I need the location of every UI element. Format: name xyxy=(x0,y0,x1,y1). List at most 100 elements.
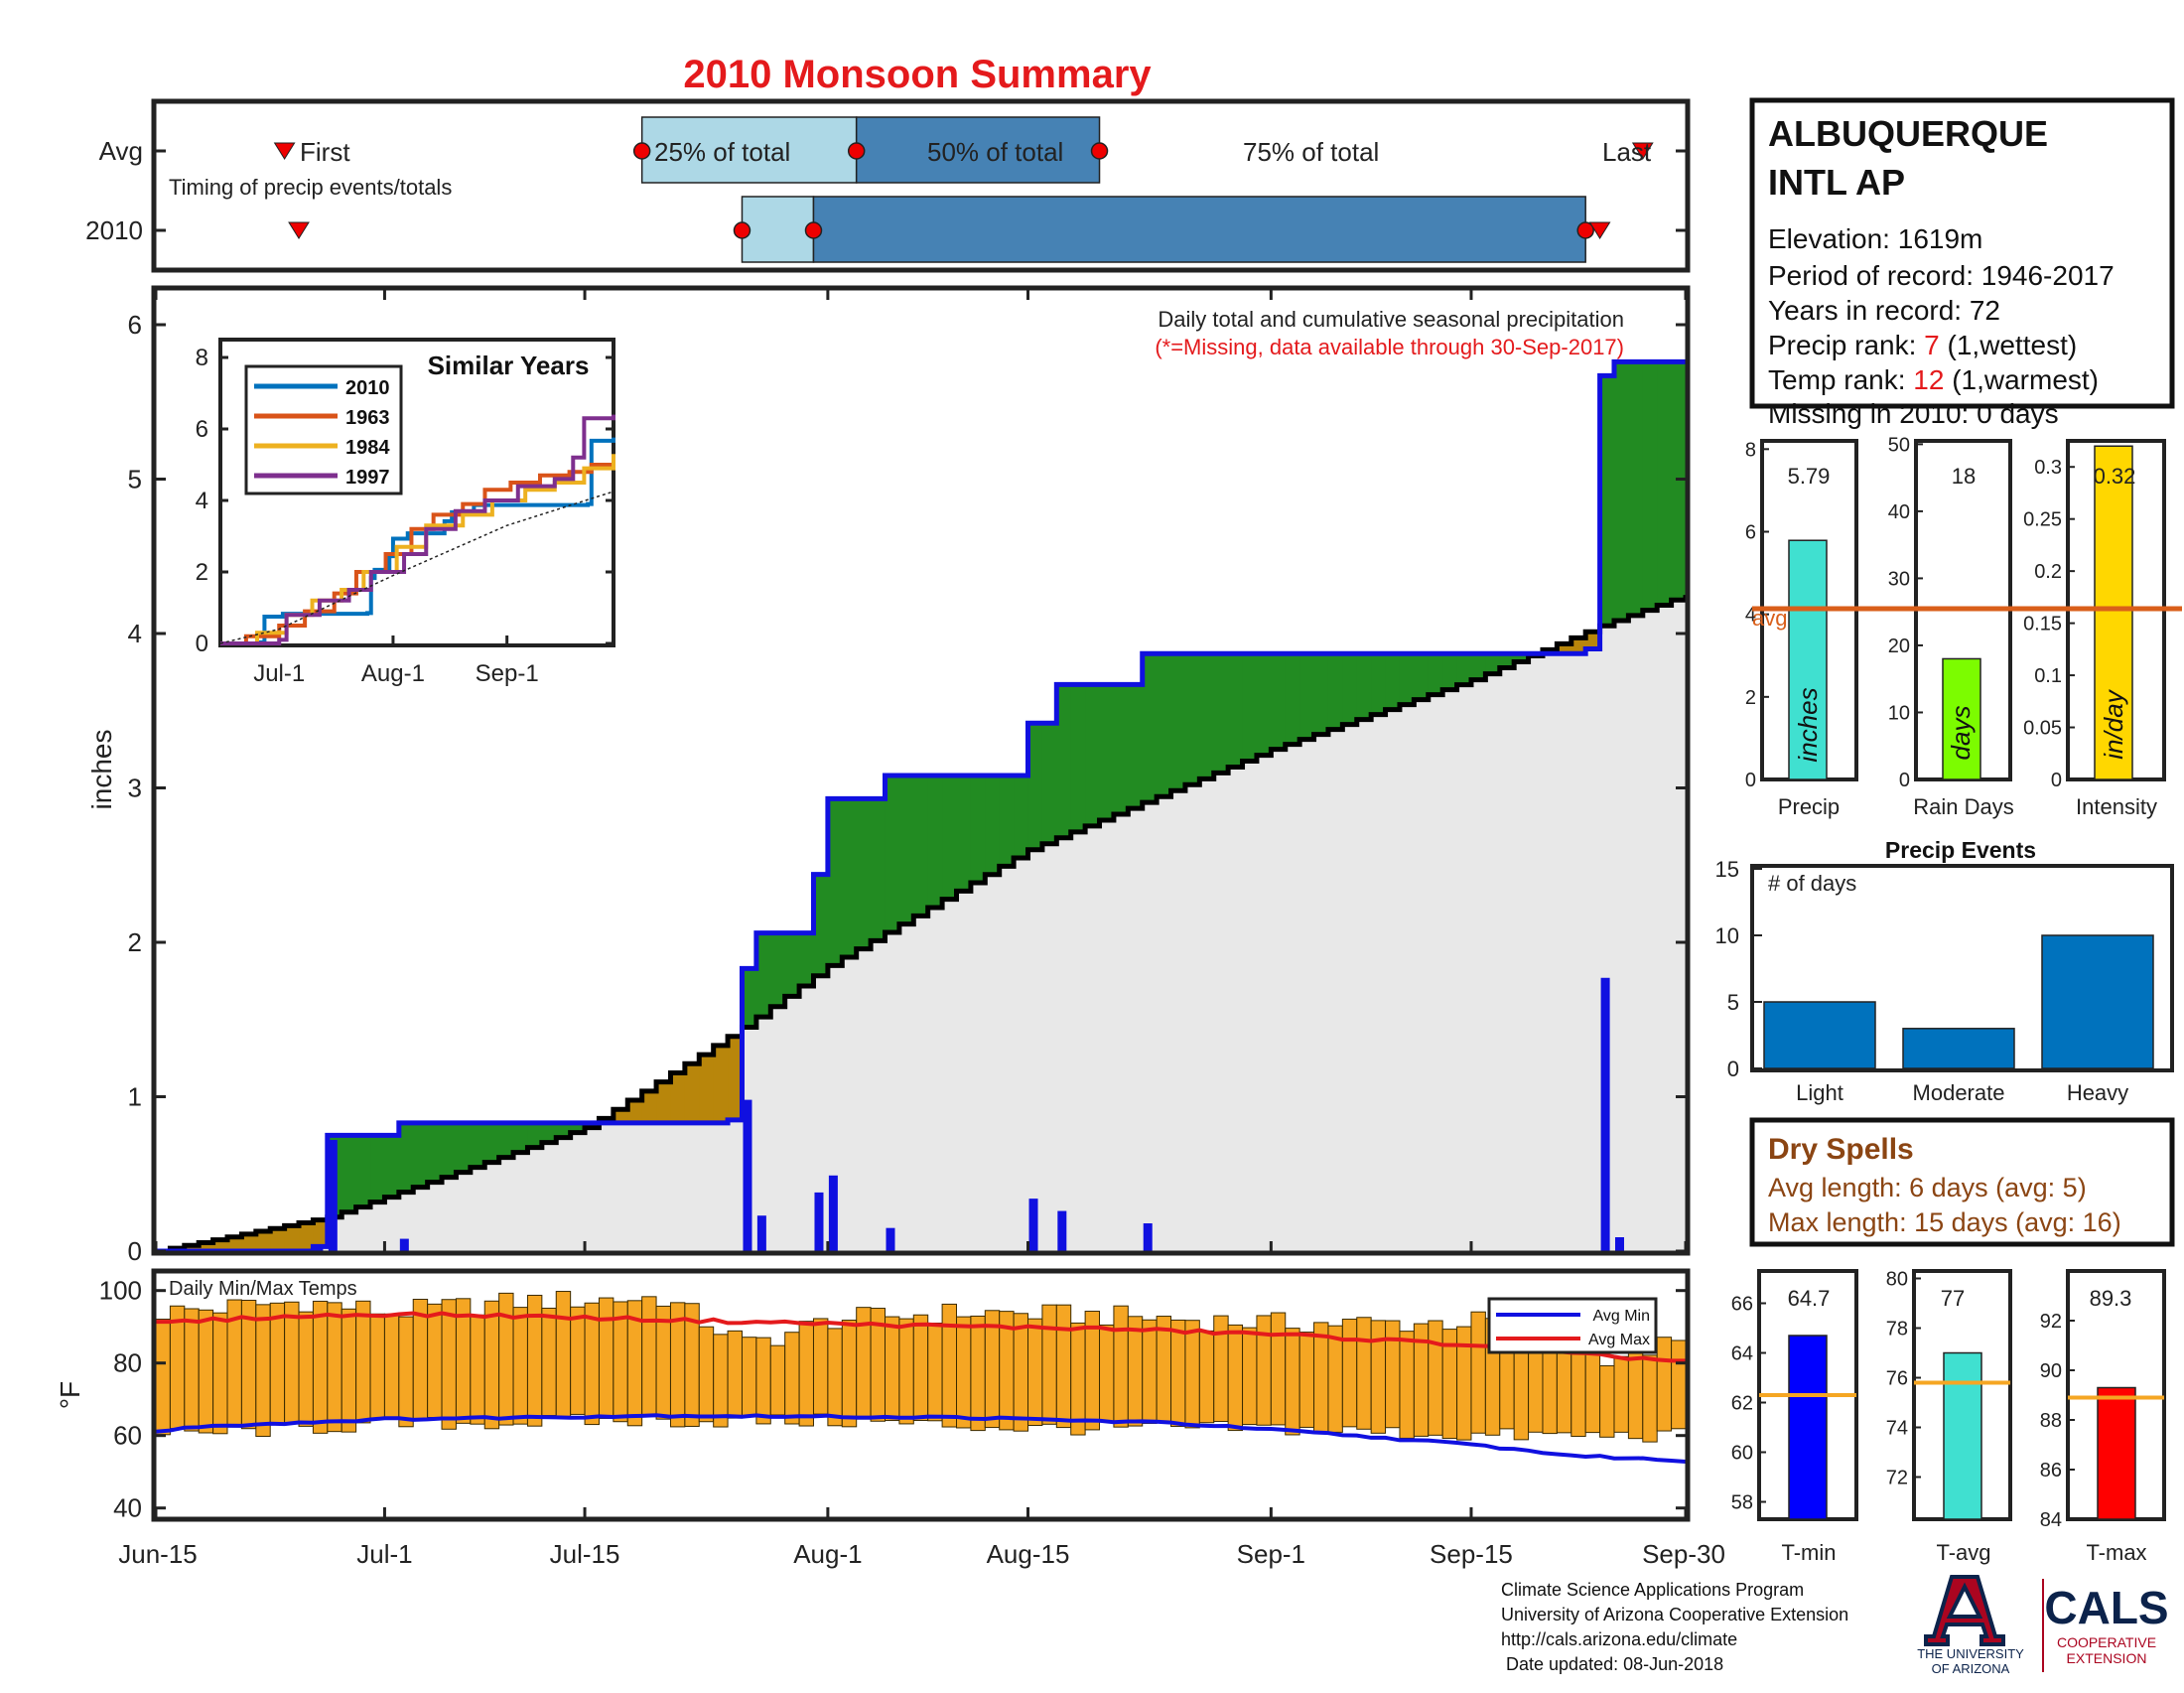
timing-triangle-icon xyxy=(1588,221,1611,239)
daily-temp-bar xyxy=(1242,1327,1258,1426)
figure-title: 2010 Monsoon Summary xyxy=(683,53,1152,96)
surplus-band xyxy=(1499,653,1515,668)
surplus-band xyxy=(927,776,943,909)
summary-ytick-label: 20 xyxy=(1888,635,1910,657)
inset-ytick-label: 8 xyxy=(196,345,208,371)
daily-temp-bar xyxy=(641,1296,657,1418)
events-ytick-label: 15 xyxy=(1715,857,1739,882)
precip-ytick-label: 1 xyxy=(128,1082,142,1112)
temp-legend-box xyxy=(1487,1297,1658,1354)
daily-temp-bar xyxy=(555,1291,572,1419)
temp-title: Daily Min/Max Temps xyxy=(169,1278,357,1300)
surplus-band xyxy=(1256,653,1272,756)
deficit-band xyxy=(713,1045,729,1123)
daily-temp-bar xyxy=(1613,1355,1629,1433)
daily-precip-bar xyxy=(314,1247,324,1251)
temp-ylabel: °F xyxy=(55,1381,85,1409)
tavg-bar-label: T-avg xyxy=(1936,1540,1990,1565)
daily-temp-bar xyxy=(1285,1328,1300,1436)
tempbar-ytick-label: 74 xyxy=(1886,1418,1908,1440)
timing-marker-dot xyxy=(804,221,823,239)
surplus-band xyxy=(556,1122,572,1138)
surplus-band xyxy=(1099,684,1115,820)
date-xtick-label: Aug-1 xyxy=(793,1539,862,1569)
daily-precip-bar xyxy=(828,1175,838,1251)
daily-temp-bar xyxy=(1671,1340,1687,1430)
timing-bar-25-50 xyxy=(640,116,858,184)
daily-temp-bar xyxy=(1055,1304,1072,1429)
inset-avg-line xyxy=(219,491,614,644)
surplus-band xyxy=(527,1122,543,1148)
summary-ytick-label: 0 xyxy=(1745,770,1756,791)
daily-temp-bar xyxy=(769,1344,786,1416)
footer-line2: University of Arizona Cooperative Extens… xyxy=(1501,1605,1848,1624)
events-ytick-label: 0 xyxy=(1727,1057,1739,1081)
station-info-box: ALBUQUERQUE INTL AP Elevation: 1619m Per… xyxy=(1749,97,2175,429)
tempbar-t-avg xyxy=(1943,1351,1982,1520)
summary-ytick-label: 0.1 xyxy=(2034,665,2062,687)
surplus-band xyxy=(1342,653,1358,725)
station-temp-rank: Temp rank: 12 (1,warmest) xyxy=(1768,364,2099,395)
surplus-band xyxy=(541,1122,557,1143)
precip-value-text: 5.79 xyxy=(1788,464,1831,489)
dry-spells-max: Max length: 15 days (avg: 16) xyxy=(1768,1207,2121,1237)
daily-temp-bar xyxy=(383,1313,400,1419)
tempbar-ytick-label: 58 xyxy=(1731,1492,1753,1514)
daily-temp-bar xyxy=(1570,1341,1586,1438)
daily-temp-bar xyxy=(1184,1320,1200,1429)
daily-precip-bar xyxy=(1028,1199,1038,1251)
daily-temp-bar xyxy=(827,1328,843,1427)
surplus-band xyxy=(427,1122,443,1183)
station-name-line2: INTL AP xyxy=(1768,162,1905,203)
cals-logo: CALS COOPERATIVE EXTENSION xyxy=(2044,1582,2168,1666)
daily-precip-bar xyxy=(1143,1223,1153,1251)
tempbar-ytick-label: 64 xyxy=(1731,1343,1753,1365)
tempbar-ytick-label: 88 xyxy=(2040,1410,2062,1432)
surplus-band xyxy=(1428,653,1443,695)
surplus-band xyxy=(1271,653,1287,750)
surplus-band xyxy=(1128,684,1144,809)
raindays-unit-text: days xyxy=(1946,706,1976,761)
surplus-band xyxy=(1671,361,1687,601)
ua-block-a-icon xyxy=(1924,1575,2005,1646)
tempbar-ytick-label: 86 xyxy=(2040,1460,2062,1481)
daily-precip-bar xyxy=(328,1140,338,1251)
surplus-band xyxy=(770,932,786,1007)
daily-temp-bar xyxy=(341,1308,357,1433)
cals-sub2: EXTENSION xyxy=(2067,1650,2147,1666)
daily-temp-bar xyxy=(970,1315,986,1432)
events-bar-light xyxy=(1763,1001,1876,1069)
tempbar-t-min xyxy=(1788,1335,1828,1520)
daily-temp-bar xyxy=(884,1316,900,1422)
surplus-band xyxy=(442,1122,458,1178)
daily-temp-bar xyxy=(1041,1304,1057,1425)
daily-temp-bar xyxy=(512,1307,528,1425)
intensity-value-text: 0.32 xyxy=(2094,464,2136,489)
daily-temp-bar xyxy=(1127,1316,1144,1427)
dry-spells-box: Dry Spells Avg length: 6 days (avg: 5) M… xyxy=(1749,1117,2175,1247)
daily-precip-bar xyxy=(743,1099,752,1251)
pct25-label: 25% of total xyxy=(654,137,790,167)
inset-ytick-label: 0 xyxy=(196,631,208,657)
tempbar-ytick-label: 66 xyxy=(1731,1294,1753,1316)
timing-marker-dot xyxy=(847,142,866,160)
surplus-band xyxy=(1399,653,1415,705)
tavg-value-text: 77 xyxy=(1941,1286,1965,1311)
daily-temp-bar xyxy=(698,1326,715,1423)
daily-temp-bar xyxy=(1470,1311,1486,1434)
events-bar-heavy xyxy=(2041,934,2154,1069)
precip-ytick-label: 5 xyxy=(128,465,142,494)
surplus-band xyxy=(1642,361,1658,611)
station-missing: Missing in 2010: 0 days xyxy=(1768,398,2059,429)
daily-temp-bar xyxy=(1584,1343,1601,1434)
timing-marker-dot xyxy=(1576,221,1594,239)
surplus-band xyxy=(1628,361,1644,616)
surplus-band xyxy=(956,776,972,892)
surplus-band xyxy=(1027,723,1043,850)
inset-xtick-label: Jul-1 xyxy=(253,660,305,687)
daily-temp-bar xyxy=(1013,1313,1029,1432)
legend-1997-label: 1997 xyxy=(345,467,390,489)
daily-temp-bar xyxy=(398,1316,414,1428)
tempbar-ytick-label: 80 xyxy=(1886,1269,1908,1291)
timing-row-2010-label: 2010 xyxy=(85,215,143,245)
